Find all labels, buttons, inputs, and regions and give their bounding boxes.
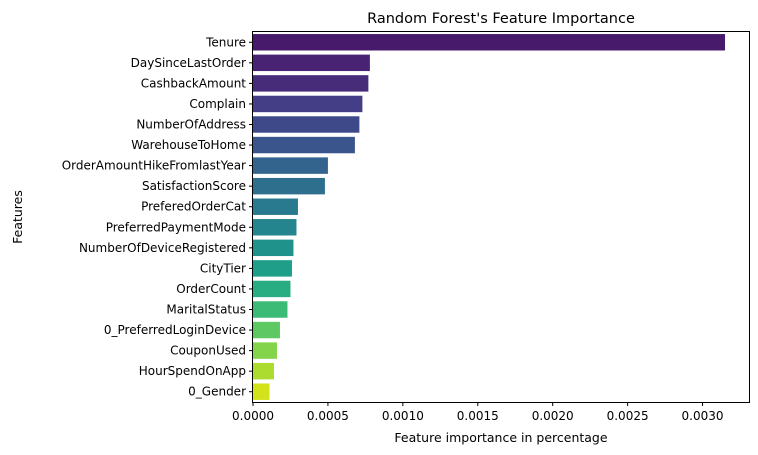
y-tick-label-11: CityTier — [200, 261, 246, 275]
y-tick-label-15: CouponUsed — [170, 344, 246, 358]
y-tick-label-6: OrderAmountHikeFromlastYear — [62, 159, 246, 173]
y-tick-label-10: NumberOfDeviceRegistered — [79, 241, 246, 255]
bar-0 — [253, 34, 726, 51]
x-tick-label-4: 0.0020 — [532, 409, 574, 423]
x-tick-label-6: 0.0030 — [682, 409, 724, 423]
bar-11 — [253, 260, 292, 277]
bar-6 — [253, 157, 328, 174]
y-tick-label-3: Complain — [189, 97, 246, 111]
x-tick-label-5: 0.0025 — [607, 409, 649, 423]
x-tick-label-0: 0.0000 — [232, 409, 274, 423]
y-tick-labels: Tenure DaySinceLastOrder CashbackAmount Com… — [62, 35, 253, 399]
chart-title: Random Forest's Feature Importance — [367, 11, 635, 27]
bar-10 — [253, 239, 294, 257]
y-tick-label-17: 0_Gender — [188, 385, 246, 399]
y-tick-label-2: CashbackAmount — [141, 76, 247, 90]
plot-frame — [252, 31, 750, 403]
y-tick-label-8: PreferedOrderCat — [141, 200, 246, 214]
x-tick-label-2: 0.0010 — [382, 409, 424, 423]
bar-group — [253, 34, 726, 400]
bar-13 — [253, 301, 288, 318]
bar-14 — [253, 321, 280, 339]
bar-7 — [253, 177, 325, 195]
bar-8 — [253, 198, 298, 215]
y-tick-label-12: OrderCount — [176, 282, 246, 296]
y-tick-label-14: 0_PreferredLoginDevice — [104, 323, 246, 337]
bar-12 — [253, 280, 291, 298]
bar-3 — [253, 95, 363, 113]
bar-2 — [253, 75, 369, 92]
y-axis-label: Features — [10, 190, 25, 244]
x-axis-label: Feature importance in percentage — [394, 430, 607, 445]
x-tick-label-1: 0.0005 — [307, 409, 349, 423]
x-ticks: 0.0000 0.0005 0.0010 0.0015 0.0020 0.0025 0.00… — [232, 402, 724, 423]
bar-5 — [253, 136, 355, 154]
bar-15 — [253, 342, 277, 359]
y-tick-label-9: PreferredPaymentMode — [106, 220, 246, 234]
y-tick-label-5: WarehouseToHome — [131, 138, 246, 152]
y-tick-label-4: NumberOfAddress — [136, 118, 246, 132]
y-tick-label-13: MaritalStatus — [166, 303, 246, 317]
y-tick-label-1: DaySinceLastOrder — [131, 56, 246, 70]
bar-4 — [253, 116, 360, 133]
y-tick-label-7: SatisfactionScore — [142, 179, 246, 193]
y-tick-label-0: Tenure — [205, 35, 246, 49]
bar-1 — [253, 54, 370, 72]
bar-16 — [253, 362, 274, 380]
y-tick-label-16: HourSpendOnApp — [139, 364, 246, 378]
bar-9 — [253, 219, 297, 236]
x-tick-label-3: 0.0015 — [457, 409, 499, 423]
bar-17 — [253, 383, 270, 400]
